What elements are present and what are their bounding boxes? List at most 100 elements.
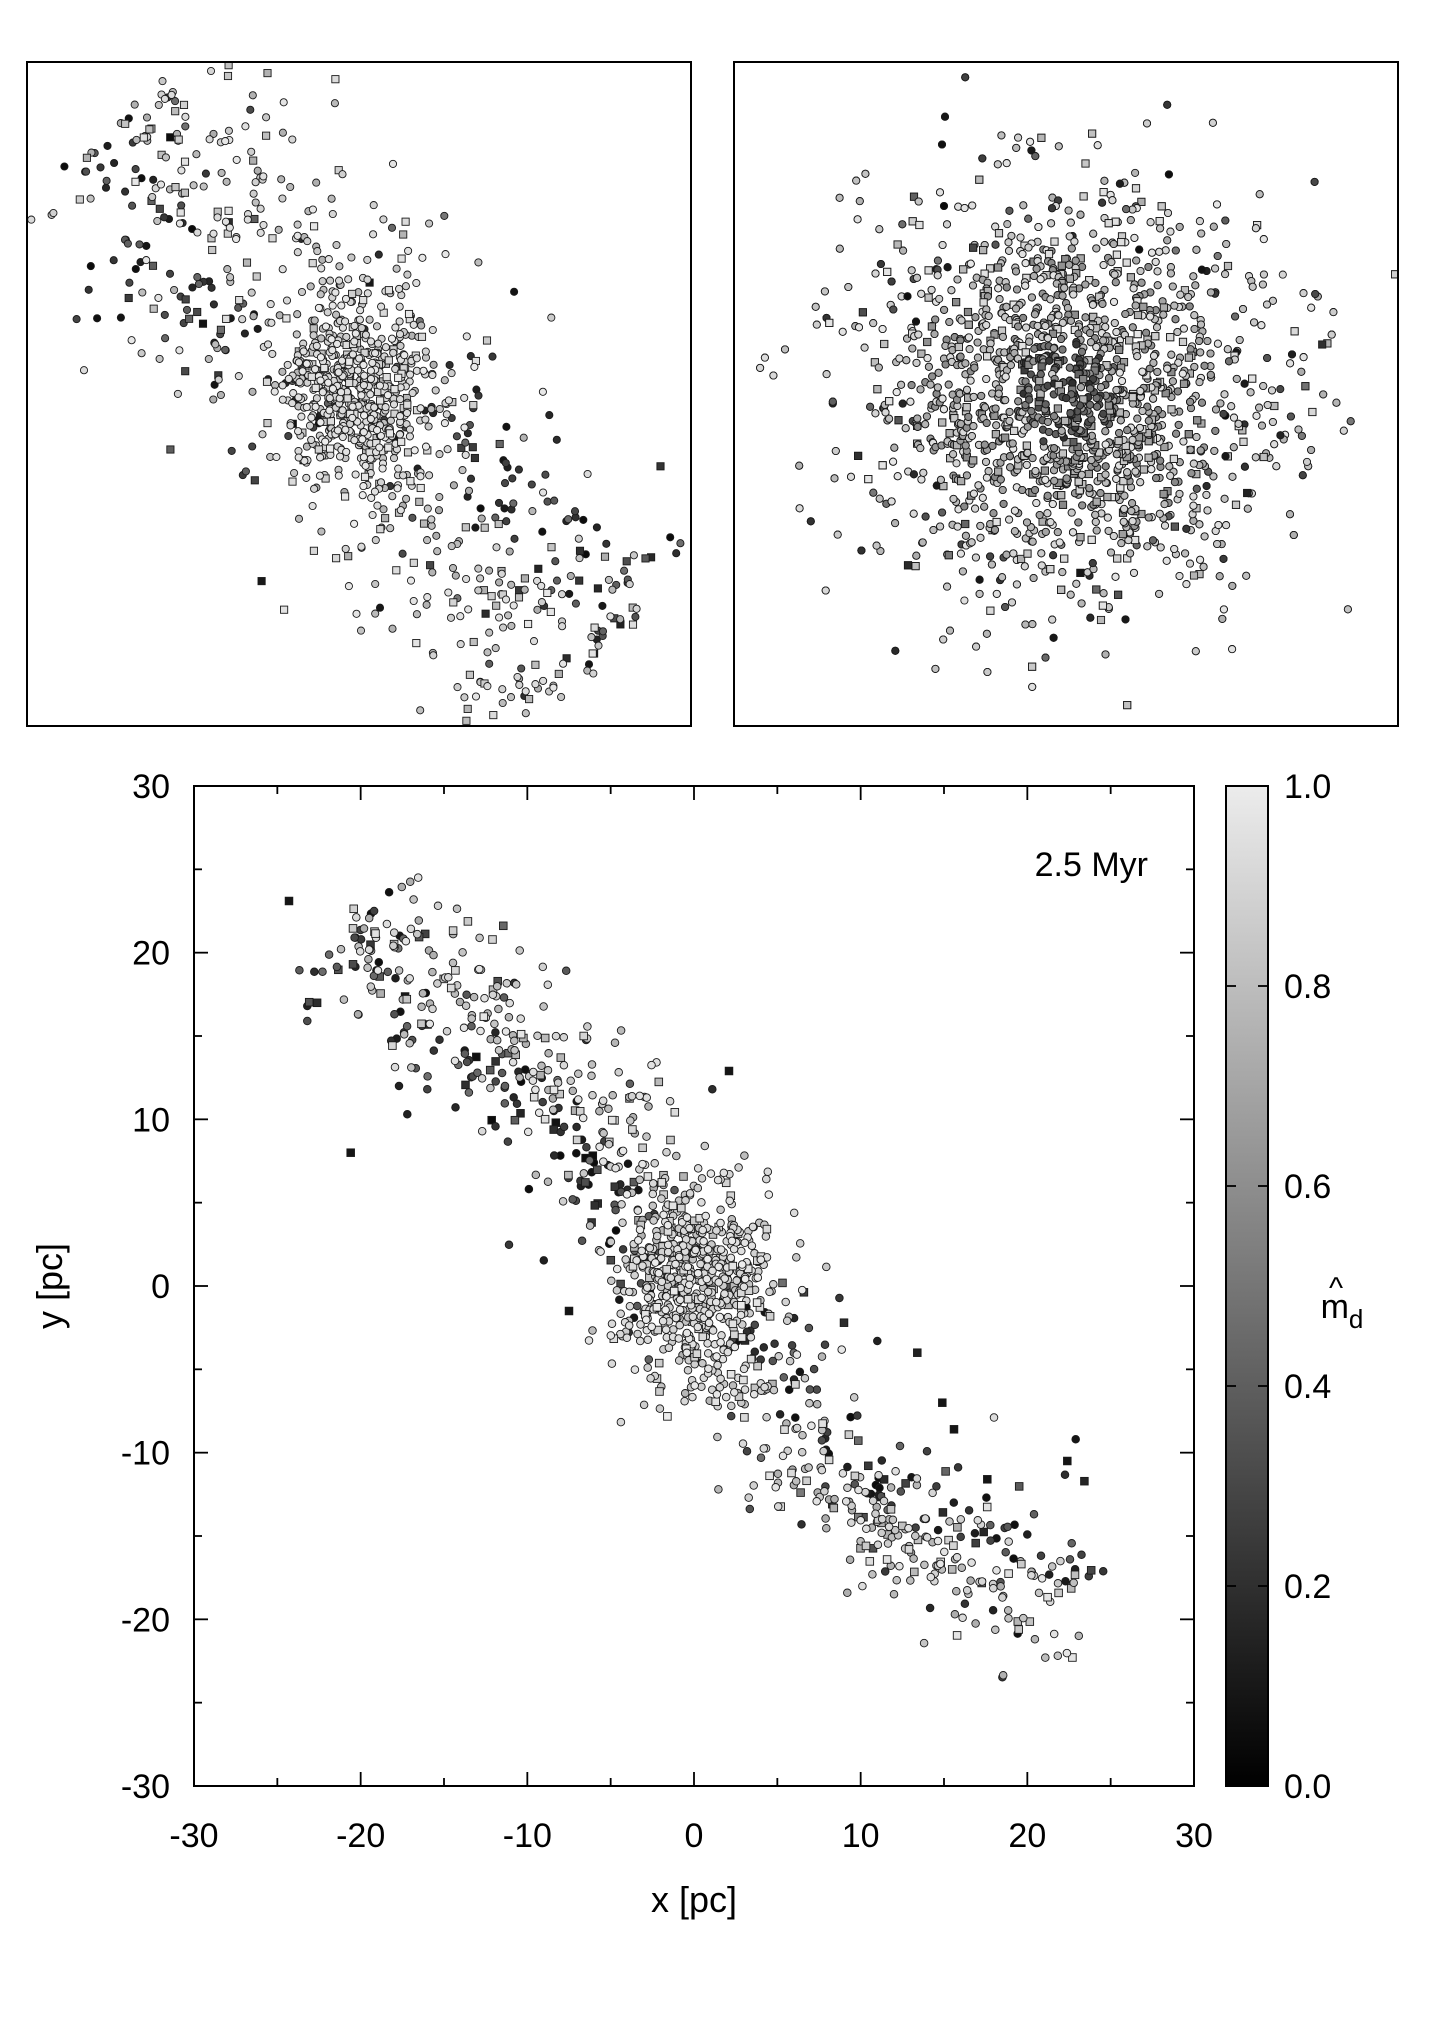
star-point [325,406,334,415]
star-point [500,1099,510,1108]
star-point [1111,217,1120,226]
star-point [1009,549,1018,558]
star-point [363,289,372,298]
star-point [1031,466,1040,476]
star-point [1319,390,1328,399]
star-point [817,1436,827,1445]
star-point [1170,301,1179,310]
star-point [1067,508,1076,517]
star-point [893,240,902,249]
star-point [1044,427,1054,437]
star-point [1125,336,1134,345]
star-point [294,427,303,436]
star-point [916,444,925,453]
star-point [923,354,932,363]
star-point [127,336,136,345]
star-point [412,354,421,363]
star-point [368,510,377,520]
star-point [1057,426,1066,435]
star-point [1074,477,1083,486]
star-point [359,296,368,305]
star-point [1003,1606,1013,1615]
star-point [1123,426,1132,435]
star-point [389,454,399,463]
star-point [303,1016,312,1026]
star-point [461,438,470,447]
star-point [1062,474,1071,483]
star-point [445,360,454,370]
star-point [1096,615,1106,625]
star-point [622,557,631,566]
star-point [853,1411,862,1420]
star-point [574,534,583,543]
star-point [209,229,218,238]
star-point [917,349,926,358]
star-point [366,414,375,423]
star-point [953,522,962,531]
star-point [1208,118,1217,127]
star-point [492,601,501,610]
star-point [447,369,456,378]
star-point [1057,261,1066,270]
star-point [1025,395,1034,404]
star-point [1133,414,1142,423]
star-point [937,140,947,149]
star-point [1068,528,1078,537]
star-point [139,133,148,142]
star-point [1050,476,1059,485]
star-point [1070,727,1077,734]
star-point [249,312,258,321]
star-point [982,473,991,482]
star-point [1289,530,1298,540]
star-point [1218,614,1227,623]
star-point [325,394,334,403]
star-point [1152,323,1162,332]
star-point [1029,573,1038,583]
star-point [343,394,352,403]
star-point [499,623,508,632]
star-point [830,474,839,483]
star-point [464,486,474,495]
star-point [1186,345,1195,354]
star-point [161,334,170,343]
star-point [461,450,470,459]
star-point [1001,1547,1010,1557]
star-point [1020,562,1029,571]
star-point [914,330,923,339]
star-point [293,220,302,229]
star-point [181,112,190,121]
star-point [935,188,945,197]
star-point [485,566,494,575]
star-point [223,265,232,274]
star-point [1002,159,1011,168]
star-point [547,313,556,322]
star-point [372,322,382,331]
star-point [405,425,415,434]
star-point [620,566,629,575]
star-point [248,442,257,451]
star-point [498,698,507,708]
star-point [455,997,465,1007]
star-point [1268,296,1277,305]
star-point [324,950,334,959]
star-point [419,366,428,375]
star-point [464,1088,474,1097]
star-point [466,736,473,743]
star-point [1014,133,1023,142]
star-point [461,523,470,532]
star-point [401,217,410,226]
star-point [1287,350,1297,359]
star-point [389,348,398,357]
star-point [364,954,373,964]
star-point [409,558,418,567]
star-point [1010,506,1019,515]
star-point [1174,420,1183,429]
star-point [286,182,295,192]
star-point [375,381,384,390]
star-point [1021,259,1030,268]
star-point [302,403,311,412]
star-point [952,298,961,307]
star-point [1018,485,1027,495]
star-point [960,1599,970,1609]
star-point [820,287,829,296]
